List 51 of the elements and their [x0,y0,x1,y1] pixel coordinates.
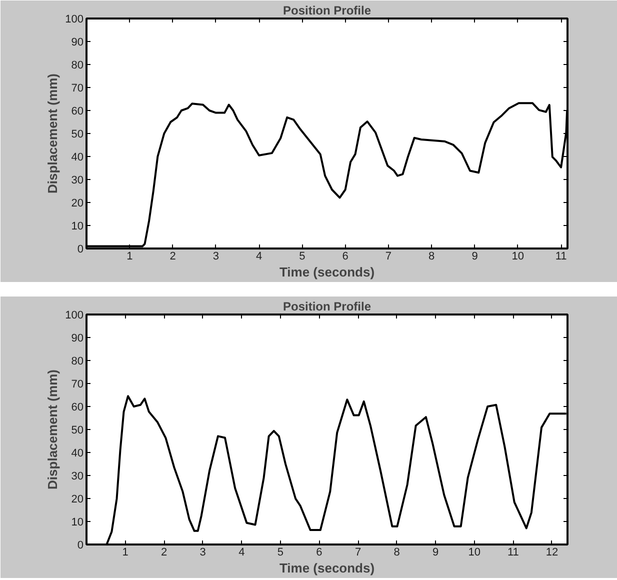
y-tick-label: 100 [65,14,84,26]
y-tick-label: 40 [71,448,84,460]
y-axis-title: Displacement (mm) [45,74,60,194]
x-tick-label: 11 [507,546,519,558]
x-tick-label: 9 [472,250,478,262]
x-tick-label: 3 [212,250,219,262]
y-tick-label: 100 [65,310,84,322]
chart-title: Position Profile [282,300,372,314]
x-axis-title: Time (seconds) [279,264,375,280]
x-axis-title: Time (seconds) [279,560,375,576]
y-tick-label: 0 [77,540,84,552]
y-tick-label: 90 [71,36,84,48]
x-tick-label: 6 [316,546,322,558]
y-tick-label: 70 [71,378,84,390]
y-tick-label: 20 [71,494,84,506]
x-tick-label: 8 [428,250,435,262]
x-tick-label: 1 [122,546,128,558]
x-tick-label: 10 [512,250,524,262]
x-tick-label: 1 [126,250,133,262]
x-tick-label: 6 [342,250,348,262]
y-axis-title: Displacement (mm) [45,370,60,490]
y-tick-label: 50 [71,128,84,140]
x-tick-label: 8 [394,546,400,558]
x-tick-label: 4 [238,546,245,558]
x-tick-label: 9 [432,546,439,558]
x-tick-label: 7 [385,250,392,262]
x-tick-label: 5 [299,250,306,262]
y-tick-label: 10 [71,220,84,232]
x-tick-label: 11 [555,250,567,262]
x-tick-label: 5 [277,546,284,558]
y-tick-label: 10 [71,516,84,528]
x-tick-label: 3 [200,546,206,558]
x-tick-label: 7 [354,546,362,558]
y-tick-label: 30 [71,174,84,186]
y-tick-label: 60 [71,106,84,118]
x-tick-label: 12 [546,546,558,558]
x-tick-label: 10 [468,546,481,558]
y-tick-label: 90 [71,332,84,344]
y-tick-label: 30 [71,470,84,482]
y-tick-label: 70 [71,82,84,94]
x-tick-label: 4 [256,250,262,262]
chart-title: Position Profile [282,4,372,18]
x-tick-label: 2 [161,546,168,558]
y-tick-label: 80 [71,60,84,72]
y-tick-label: 50 [71,424,84,436]
y-tick-label: 80 [71,356,84,368]
y-tick-label: 60 [71,402,84,414]
y-tick-label: 20 [71,198,84,210]
y-tick-label: 0 [77,244,84,256]
x-tick-label: 2 [170,250,176,262]
y-tick-label: 40 [71,152,84,164]
